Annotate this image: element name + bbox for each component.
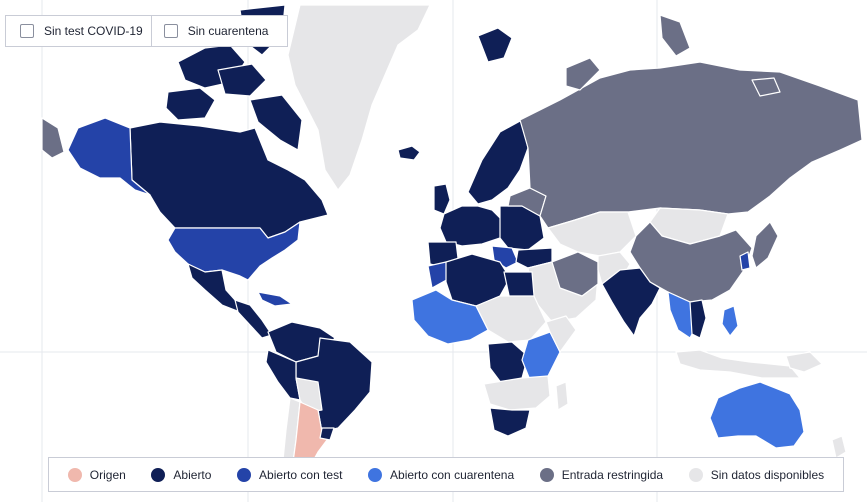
legend-swatch-abierto-con-test xyxy=(237,467,252,482)
region-canada-arctic-4[interactable] xyxy=(217,63,267,97)
region-alaska[interactable] xyxy=(67,117,151,196)
legend-swatch-abierto xyxy=(151,467,166,482)
region-west-africa[interactable] xyxy=(411,289,489,345)
legend-swatch-origen xyxy=(67,467,82,482)
legend-label-abierto: Abierto xyxy=(173,467,212,482)
legend-swatch-sin-datos xyxy=(688,467,703,482)
legend-label-sin-datos: Sin datos disponibles xyxy=(710,467,825,482)
legend-item-entrada-restringida: Entrada restringida xyxy=(539,467,664,482)
region-caribbean[interactable] xyxy=(257,291,293,307)
checkbox-no-quarantine[interactable] xyxy=(163,24,178,38)
legend-swatch-entrada-restringida xyxy=(539,467,554,482)
filter-no-quarantine[interactable]: Sin cuarentena xyxy=(150,16,277,46)
region-uk[interactable] xyxy=(433,183,451,215)
region-india[interactable] xyxy=(601,267,661,337)
region-korea[interactable] xyxy=(739,251,751,271)
region-central-america[interactable] xyxy=(234,299,273,339)
region-kazakhstan[interactable] xyxy=(547,211,637,257)
legend-item-origen: Origen xyxy=(67,467,126,482)
map-legend: Origen Abierto Abierto con test Abierto … xyxy=(48,457,844,492)
region-papua[interactable] xyxy=(785,351,823,373)
region-southern-africa[interactable] xyxy=(483,375,551,411)
legend-item-abierto: Abierto xyxy=(151,467,212,482)
filter-no-quarantine-label: Sin cuarentena xyxy=(187,24,269,38)
region-horn[interactable] xyxy=(545,315,577,353)
region-uruguay[interactable] xyxy=(319,427,335,441)
region-iceland[interactable] xyxy=(397,145,421,161)
region-usa[interactable] xyxy=(167,221,301,281)
region-peru[interactable] xyxy=(265,349,301,401)
region-russia[interactable] xyxy=(519,61,863,229)
region-iran[interactable] xyxy=(551,251,599,297)
region-australia[interactable] xyxy=(709,381,805,449)
region-new-zealand[interactable] xyxy=(831,435,847,459)
legend-item-sin-datos: Sin datos disponibles xyxy=(688,467,825,482)
region-japan[interactable] xyxy=(751,221,779,269)
region-vietnam[interactable] xyxy=(689,299,707,339)
legend-item-abierto-con-test: Abierto con test xyxy=(237,467,343,482)
checkbox-no-covid-test[interactable] xyxy=(20,24,34,38)
filter-no-covid-test[interactable]: Sin test COVID-19 xyxy=(6,16,151,46)
legend-item-abierto-con-cuarentena: Abierto con cuarentena xyxy=(368,467,515,482)
region-siberian-islands[interactable] xyxy=(751,77,781,97)
legend-label-abierto-con-test: Abierto con test xyxy=(259,467,343,482)
region-south-africa[interactable] xyxy=(489,407,531,437)
filter-no-covid-test-label: Sin test COVID-19 xyxy=(44,24,143,38)
region-greenland[interactable] xyxy=(287,4,431,191)
filter-bar: Sin test COVID-19 Sin cuarentena xyxy=(5,15,288,47)
region-canada[interactable] xyxy=(129,121,329,239)
legend-label-origen: Origen xyxy=(89,467,126,482)
region-baffin-island[interactable] xyxy=(249,94,303,151)
region-canada-arctic-3[interactable] xyxy=(165,87,216,121)
region-indonesia[interactable] xyxy=(675,349,801,379)
region-chukotka[interactable] xyxy=(41,117,65,159)
region-novaya-zemlya[interactable] xyxy=(565,57,601,91)
legend-swatch-abierto-con-cuarentena xyxy=(368,467,383,482)
region-western-europe[interactable] xyxy=(439,205,505,247)
region-sahel-east[interactable] xyxy=(475,295,547,343)
legend-label-entrada-restringida: Entrada restringida xyxy=(561,467,664,482)
region-madagascar[interactable] xyxy=(555,381,569,411)
region-severnaya[interactable] xyxy=(659,14,691,57)
region-philippines[interactable] xyxy=(721,305,739,337)
region-svalbard[interactable] xyxy=(477,27,513,63)
legend-label-abierto-con-cuarentena: Abierto con cuarentena xyxy=(390,467,515,482)
region-scandinavia[interactable] xyxy=(467,119,529,205)
